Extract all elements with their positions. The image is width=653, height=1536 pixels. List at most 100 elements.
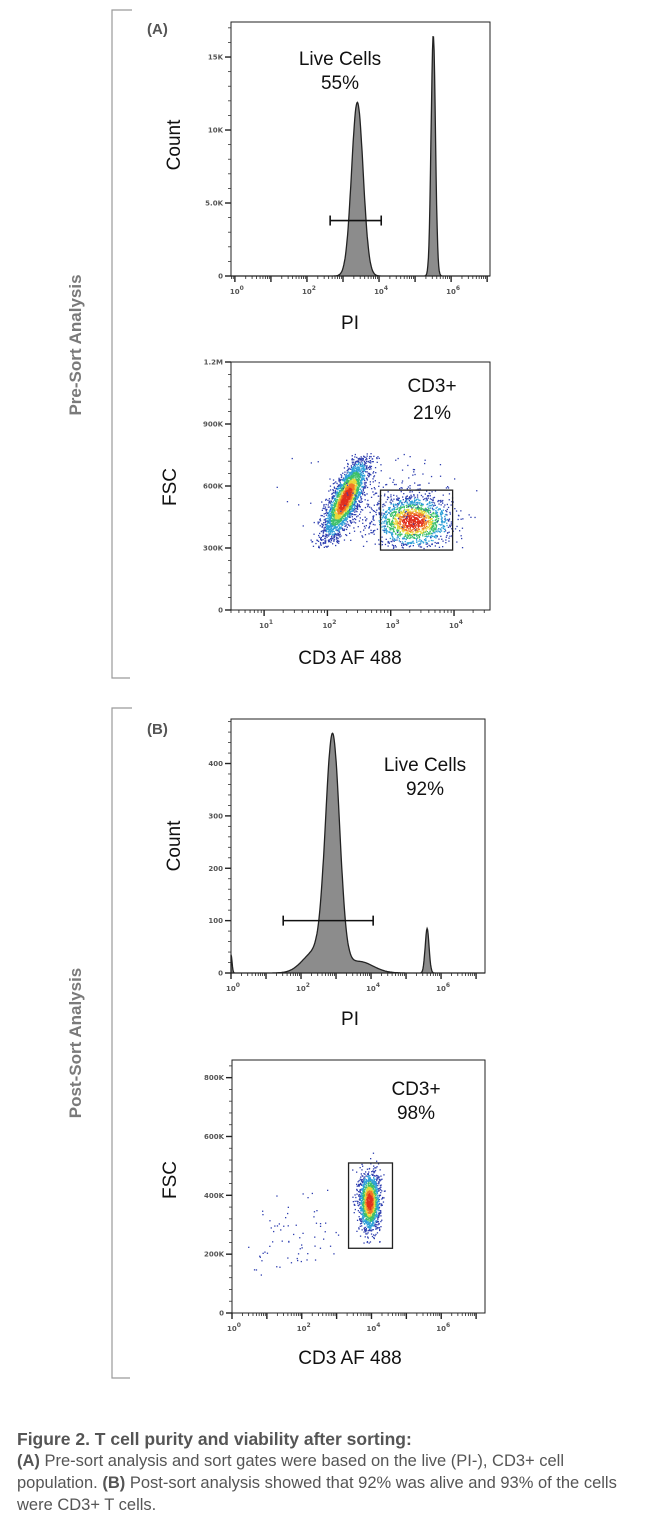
scatter-point <box>407 498 410 500</box>
scatter-point <box>363 468 365 471</box>
scatter-point <box>420 546 423 548</box>
scatter-point <box>342 484 345 486</box>
scatter-point <box>349 525 351 527</box>
scatter-point <box>359 475 361 477</box>
scatter-point <box>407 537 409 539</box>
scatter-point <box>324 519 326 521</box>
scatter-point <box>344 479 346 482</box>
scatter-point <box>319 532 321 535</box>
scatter-point <box>422 521 425 523</box>
scatter-point <box>406 501 409 503</box>
scatter-point <box>373 1165 375 1167</box>
scatter-point <box>348 492 350 494</box>
scatter-point <box>456 541 458 543</box>
scatter-point <box>349 500 351 502</box>
scatter-point <box>364 1236 366 1238</box>
scatter-point <box>407 512 409 514</box>
scatter-point <box>412 531 414 533</box>
scatter-point <box>408 503 410 505</box>
scatter-point <box>359 517 361 519</box>
scatter-point <box>378 508 380 510</box>
scatter-point <box>411 507 413 509</box>
scatter-point <box>414 525 417 527</box>
scatter-point <box>441 513 443 515</box>
scatter-point <box>355 478 357 480</box>
scatter-point <box>336 492 338 494</box>
scatter-point <box>349 502 352 504</box>
scatter-point <box>393 526 396 528</box>
scatter-point <box>419 511 421 513</box>
gate-cd3-positive <box>379 489 454 551</box>
scatter-point <box>347 478 349 480</box>
scatter-point <box>352 504 354 506</box>
scatter-point <box>400 518 402 520</box>
scatter-point <box>338 502 340 505</box>
scatter-point <box>385 517 388 519</box>
scatter-point <box>425 522 427 524</box>
scatter-point <box>360 474 362 476</box>
scatter-point <box>343 478 346 480</box>
scatter-point <box>348 510 350 512</box>
scatter-point <box>356 474 358 476</box>
scatter-point <box>365 520 367 522</box>
scatter-point <box>361 466 363 468</box>
scatter-point <box>369 481 371 483</box>
scatter-point <box>404 524 407 526</box>
scatter-point <box>353 508 356 510</box>
scatter-point <box>354 486 357 488</box>
scatter-point <box>338 484 340 487</box>
scatter-point <box>335 519 337 521</box>
scatter-point <box>396 521 398 523</box>
scatter-point <box>398 503 401 505</box>
scatter-point <box>334 520 336 522</box>
scatter-point <box>355 488 357 490</box>
scatter-point <box>362 478 364 480</box>
scatter-point <box>365 1233 367 1235</box>
scatter-point <box>338 521 341 523</box>
scatter-point <box>331 511 334 513</box>
scatter-point <box>380 470 382 472</box>
scatter-point <box>397 504 399 506</box>
scatter-point <box>382 529 384 531</box>
scatter-point <box>340 508 342 510</box>
scatter-point <box>455 510 458 512</box>
scatter-point <box>426 528 428 530</box>
scatter-point <box>429 516 431 518</box>
scatter-point <box>327 516 329 518</box>
scatter-point <box>354 475 356 477</box>
scatter-point <box>461 537 463 540</box>
scatter-point <box>332 524 334 526</box>
scatter-point <box>322 542 324 544</box>
scatter-point <box>417 488 419 490</box>
scatter-point <box>345 491 347 494</box>
scatter-point <box>357 486 360 488</box>
scatter-point <box>344 473 346 476</box>
scatter-point <box>337 516 339 518</box>
scatter-point <box>357 481 359 483</box>
scatter-point <box>447 487 450 489</box>
scatter-point <box>410 535 412 537</box>
scatter-point <box>302 525 304 527</box>
scatter-point <box>329 515 331 517</box>
scatter-point <box>395 522 398 524</box>
scatter-point <box>376 1160 378 1162</box>
scatter-point <box>356 490 358 492</box>
x-axis-title: PI <box>341 313 359 334</box>
scatter-point <box>344 502 346 504</box>
scatter-point <box>406 503 408 505</box>
scatter-point <box>395 511 397 513</box>
scatter-point <box>404 538 406 540</box>
scatter-point <box>342 498 344 500</box>
scatter-point <box>410 505 412 507</box>
scatter-point <box>356 492 358 495</box>
scatter-point <box>319 520 322 522</box>
scatter-point <box>358 485 361 488</box>
scatter-point <box>343 511 346 513</box>
scatter-point <box>424 531 427 533</box>
scatter-point <box>352 519 354 521</box>
scatter-point <box>332 522 334 524</box>
scatter-point <box>344 495 346 497</box>
scatter-point <box>333 524 336 526</box>
scatter-point <box>409 537 411 539</box>
scatter-point <box>399 531 401 533</box>
